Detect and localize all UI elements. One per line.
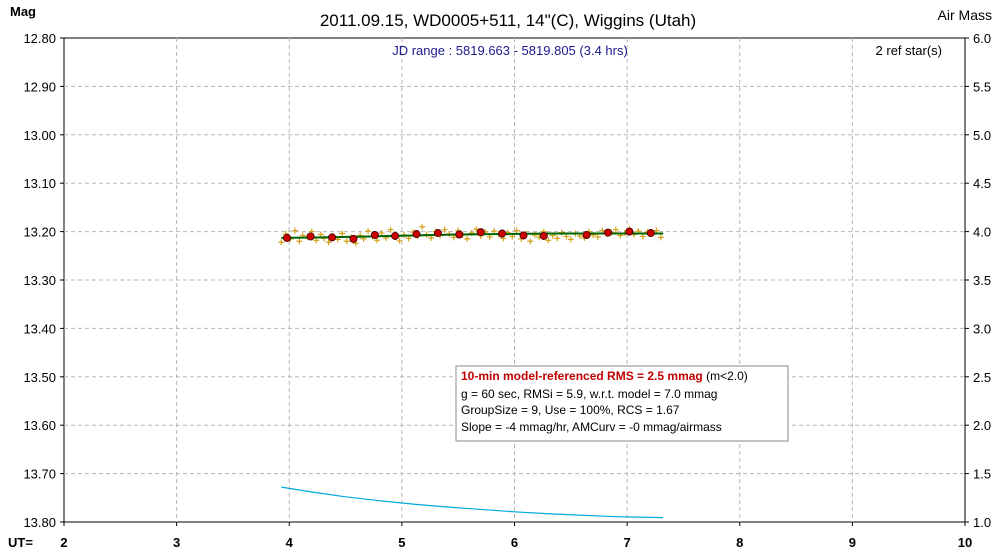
y-tick-label: 13.10 bbox=[23, 176, 56, 191]
y-tick-label: 13.20 bbox=[23, 225, 56, 240]
stats-line-4: Slope = -4 mmag/hr, AMCurv = -0 mmag/air… bbox=[461, 420, 722, 434]
individual-measurement-point bbox=[343, 238, 350, 245]
y2-tick-label: 5.5 bbox=[973, 79, 991, 94]
x-tick-label: 6 bbox=[511, 535, 518, 550]
group-mean-point bbox=[328, 233, 337, 242]
y-tick-label: 13.50 bbox=[23, 370, 56, 385]
y-tick-labels: 12.80 12.90 13.00 13.10 13.20 13.30 13.40 13.50… bbox=[23, 31, 56, 530]
individual-measurement-point bbox=[567, 236, 574, 243]
y-tick-label: 13.00 bbox=[23, 128, 56, 143]
x-tick-label: 7 bbox=[624, 535, 631, 550]
y-tick-label: 12.90 bbox=[23, 79, 56, 94]
group-mean-point bbox=[603, 228, 612, 237]
individual-measurement-point bbox=[278, 239, 285, 246]
y-tick-label: 13.60 bbox=[23, 418, 56, 433]
group-mean-point bbox=[412, 230, 421, 239]
individual-measurement-point bbox=[545, 237, 552, 244]
y-tick-label: 13.80 bbox=[23, 515, 56, 530]
group-mean-point bbox=[391, 231, 400, 240]
individual-measurement-point bbox=[374, 237, 381, 244]
individual-measurement-point bbox=[554, 235, 561, 242]
y-tick-label: 13.70 bbox=[23, 467, 56, 482]
group-mean-point bbox=[625, 227, 634, 236]
individual-measurement-point bbox=[491, 228, 498, 235]
group-mean-point bbox=[476, 228, 485, 237]
group-mean-point bbox=[455, 230, 464, 239]
group-mean-point bbox=[349, 234, 358, 243]
x-tick-label: 8 bbox=[736, 535, 743, 550]
individual-measurement-point bbox=[325, 239, 332, 246]
y-tick-label: 13.40 bbox=[23, 321, 56, 336]
y2-axis-title-airmass: Air Mass bbox=[938, 7, 992, 23]
group-mean-point bbox=[498, 229, 507, 238]
x-tick-label: 4 bbox=[286, 535, 294, 550]
individual-measurement-point bbox=[441, 226, 448, 233]
individual-measurement-point bbox=[612, 226, 619, 233]
individual-measurement-point bbox=[296, 238, 303, 245]
x-tick-labels: 2 3 4 5 6 7 8 9 10 bbox=[60, 535, 972, 550]
stats-line-2: g = 60 sec, RMSi = 5.9, w.r.t. model = 7… bbox=[461, 387, 717, 401]
x-axis-title-ut: UT= bbox=[8, 535, 33, 550]
group-mean-point bbox=[582, 230, 591, 239]
stats-box-frame bbox=[455, 365, 789, 442]
stats-rms-condition: (m<2.0) bbox=[703, 369, 748, 383]
jd-range-label: JD range : 5819.663 - 5819.805 (3.4 hrs) bbox=[392, 43, 628, 58]
airmass-curve bbox=[281, 486, 664, 519]
stats-rms-bold: 10-min model-referenced RMS = 2.5 mmag bbox=[461, 369, 703, 383]
individual-measurement-point bbox=[464, 235, 471, 242]
y2-tick-label: 3.5 bbox=[973, 273, 991, 288]
y2-tick-label: 6.0 bbox=[973, 31, 991, 46]
group-mean-point bbox=[539, 231, 548, 240]
y2-tick-label: 4.5 bbox=[973, 176, 991, 191]
individual-measurement-point bbox=[387, 226, 394, 233]
individual-measurement-point bbox=[378, 230, 385, 237]
individual-measurement-point bbox=[527, 238, 534, 245]
y2-tick-label: 3.0 bbox=[973, 321, 991, 336]
x-tick-label: 9 bbox=[849, 535, 856, 550]
y-tick-label: 13.30 bbox=[23, 273, 56, 288]
grid-lines bbox=[60, 37, 969, 526]
individual-measurement-point bbox=[419, 223, 426, 230]
y-tick-label: 12.80 bbox=[23, 31, 56, 46]
individual-measurement-point bbox=[339, 230, 346, 237]
x-tick-label: 3 bbox=[173, 535, 180, 550]
individual-measurement-point bbox=[396, 237, 403, 244]
y2-tick-label: 2.5 bbox=[973, 370, 991, 385]
individual-measurement-point bbox=[365, 228, 372, 235]
x-tick-label: 2 bbox=[60, 535, 67, 550]
stats-line-1: 10-min model-referenced RMS = 2.5 mmag (… bbox=[461, 369, 748, 383]
series-layer bbox=[278, 223, 664, 519]
individual-measurement-point bbox=[291, 227, 298, 234]
individual-measurement-point bbox=[513, 227, 520, 234]
stats-line-3: GroupSize = 9, Use = 100%, RCS = 1.67 bbox=[461, 403, 680, 417]
x-tick-label: 5 bbox=[398, 535, 405, 550]
group-mean-point bbox=[306, 232, 315, 241]
group-mean-point bbox=[646, 229, 655, 238]
stats-box: 10-min model-referenced RMS = 2.5 mmag (… bbox=[455, 365, 789, 442]
group-mean-point bbox=[282, 233, 291, 242]
group-mean-point bbox=[519, 231, 528, 240]
chart-title: 2011.09.15, WD0005+511, 14"(C), Wiggins … bbox=[320, 11, 696, 30]
y2-tick-label: 1.5 bbox=[973, 467, 991, 482]
group-mean-point bbox=[370, 230, 379, 239]
x-tick-label: 10 bbox=[958, 535, 972, 550]
y2-tick-labels: 6.0 5.5 5.0 4.5 4.0 3.5 3.0 2.5 2.0 1.5 1.0 bbox=[973, 31, 991, 530]
y2-tick-label: 5.0 bbox=[973, 128, 991, 143]
y2-tick-label: 4.0 bbox=[973, 225, 991, 240]
individual-measurement-point bbox=[657, 234, 664, 241]
individual-measurement-point bbox=[594, 233, 601, 240]
ref-stars-label: 2 ref star(s) bbox=[876, 43, 942, 58]
y-axis-title-mag: Mag bbox=[10, 4, 36, 19]
y2-tick-label: 2.0 bbox=[973, 418, 991, 433]
group-mean-point bbox=[433, 229, 442, 238]
y2-tick-label: 1.0 bbox=[973, 515, 991, 530]
